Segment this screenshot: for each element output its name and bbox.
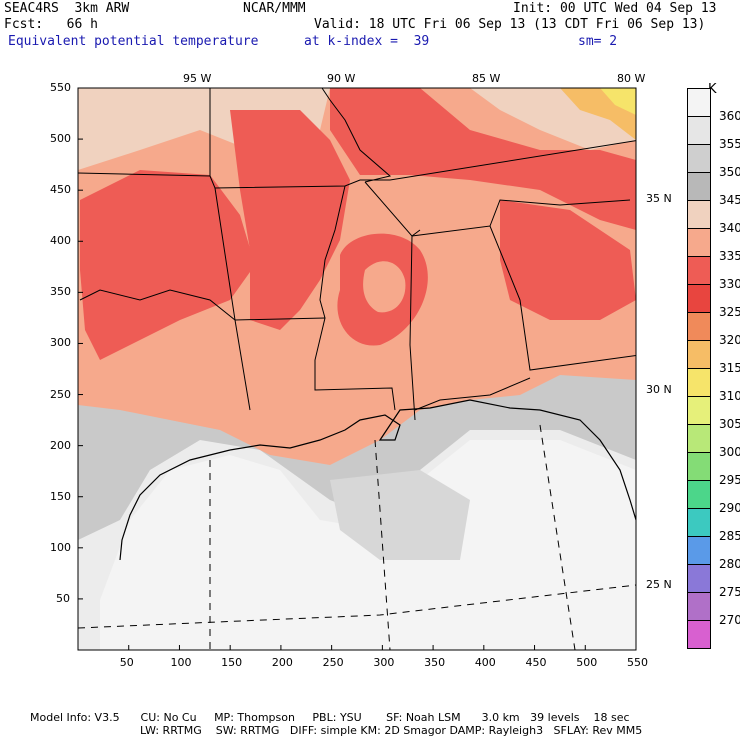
legend-unit: K [708, 82, 717, 97]
init-time: Init: 00 UTC Wed 04 Sep 13 [513, 1, 717, 16]
model-info-line2: LW: RRTMG SW: RRTMG DIFF: simple KM: 2D … [140, 724, 643, 737]
legend-level: 285 [719, 529, 740, 543]
legend-swatch [687, 228, 711, 257]
x-tick-label: 300 [373, 656, 395, 669]
legend-swatch [687, 200, 711, 229]
legend-swatch [687, 88, 711, 117]
lon-label: 95 W [183, 72, 212, 85]
legend-level: 280 [719, 557, 740, 571]
lat-label: 30 N [646, 383, 672, 396]
red-330-west [80, 170, 255, 360]
legend-swatch [687, 592, 711, 621]
axis-ticks [78, 87, 637, 650]
y-tick-label: 200 [50, 438, 71, 452]
legend-level: 320 [719, 333, 740, 347]
gulf-grey-patch [330, 470, 470, 560]
valid-time: Valid: 18 UTC Fri 06 Sep 13 (13 CDT Fri … [314, 17, 706, 32]
x-tick-label: 100 [170, 656, 192, 669]
legend-level: 300 [719, 445, 740, 459]
lon-label: 85 W [472, 72, 501, 85]
y-tick-label: 500 [50, 132, 71, 146]
red-330-north [330, 88, 636, 230]
legend-level: 310 [719, 389, 740, 403]
model-info-line1: Model Info: V3.5 CU: No Cu MP: Thompson … [30, 711, 630, 724]
legend-level: 305 [719, 417, 740, 431]
legend-swatch [687, 452, 711, 481]
state-borders [78, 88, 636, 421]
x-tick-label: 400 [474, 656, 496, 669]
salmon-ring-core [363, 261, 406, 313]
red-330-central [230, 110, 350, 330]
lon-label: 80 W [617, 72, 646, 85]
legend-swatch [687, 368, 711, 397]
y-tick-label: 50 [56, 591, 70, 605]
x-tick-label: 500 [576, 656, 598, 669]
legend-level: 340 [719, 221, 740, 235]
legend-swatch [687, 564, 711, 593]
legend-level: 290 [719, 501, 740, 515]
lon-label: 90 W [327, 72, 356, 85]
ne-yellow [600, 88, 636, 115]
field-name: Equivalent potential temperature [8, 34, 259, 49]
smoothing-label: sm= 2 [578, 34, 618, 49]
legend-swatch [687, 536, 711, 565]
legend-swatch [687, 144, 711, 173]
legend-swatch [687, 256, 711, 285]
legend-swatch [687, 480, 711, 509]
x-tick-label: 550 [627, 656, 648, 669]
y-tick-label: 450 [50, 183, 71, 197]
y-tick-label: 150 [50, 489, 71, 503]
legend-level: 345 [719, 193, 740, 207]
y-tick-label: 250 [50, 387, 71, 401]
org-label: NCAR/MMM [243, 1, 306, 16]
legend-level: 355 [719, 137, 740, 151]
x-tick-label: 350 [424, 656, 446, 669]
legend-level: 335 [719, 249, 740, 263]
y-tick-label: 400 [50, 234, 71, 248]
legend-level: 275 [719, 585, 740, 599]
legend-swatch [687, 508, 711, 537]
legend-swatch [687, 172, 711, 201]
legend-swatch [687, 396, 711, 425]
forecast-hour: Fcst: 66 h [4, 17, 98, 32]
land-345-shade [78, 88, 330, 170]
y-tick-label: 350 [50, 285, 71, 299]
x-tick-label: 150 [221, 656, 243, 669]
legend-level: 295 [719, 473, 740, 487]
legend-swatch [687, 284, 711, 313]
graticule [78, 424, 636, 650]
y-tick-label: 550 [50, 81, 71, 94]
legend-swatch [687, 620, 711, 649]
red-330-se [500, 200, 636, 320]
y-tick-label: 300 [50, 336, 71, 350]
x-tick-label: 250 [322, 656, 344, 669]
level-label: at k-index = 39 [304, 34, 430, 49]
y-tick-label: 100 [50, 540, 71, 554]
legend-level: 330 [719, 277, 740, 291]
lat-label: 25 N [646, 578, 672, 591]
legend-level: 360 [719, 109, 740, 123]
x-tick-label: 200 [271, 656, 293, 669]
coastline [119, 399, 636, 561]
legend-level: 350 [719, 165, 740, 179]
x-tick-label: 450 [525, 656, 547, 669]
legend-swatch [687, 424, 711, 453]
legend-swatch [687, 116, 711, 145]
legend-level: 325 [719, 305, 740, 319]
legend-swatch [687, 340, 711, 369]
model-title: SEAC4RS 3km ARW [4, 1, 130, 16]
legend-swatch [687, 312, 711, 341]
lat-label: 35 N [646, 192, 672, 205]
legend-level: 315 [719, 361, 740, 375]
x-tick-label: 50 [119, 656, 134, 669]
legend-level: 270 [719, 613, 740, 627]
